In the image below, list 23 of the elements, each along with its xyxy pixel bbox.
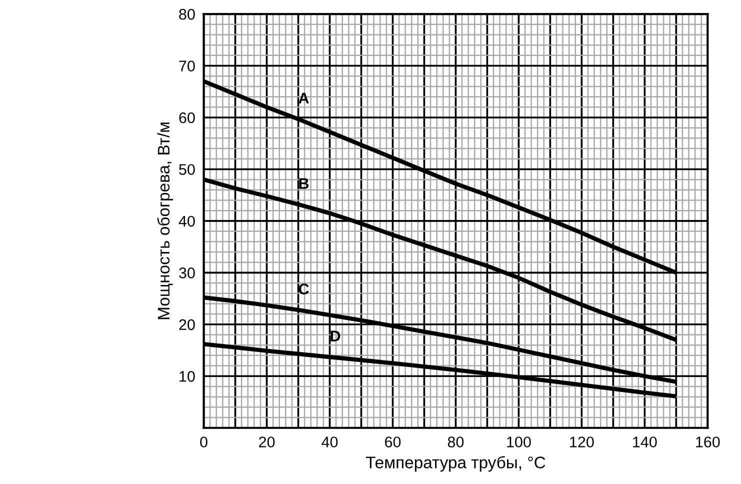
x-tick-label: 140	[633, 436, 657, 448]
series-label: B	[299, 178, 309, 189]
y-tick-label: 10	[180, 370, 195, 382]
y-tick-label: 40	[178, 216, 195, 227]
series-label: D	[330, 330, 340, 342]
y-tick-label: 70	[179, 60, 195, 72]
series-label: C	[298, 284, 309, 294]
x-tick-label: 60	[385, 436, 401, 448]
y-tick-label: 60	[179, 112, 195, 124]
y-axis-title: Мощность обогрева, Вт/м	[157, 122, 173, 320]
x-tick-label: 120	[570, 436, 594, 448]
x-tick-label: 80	[448, 436, 464, 448]
x-axis-title: Температура трубы, °C	[366, 456, 546, 472]
series-label: A	[298, 92, 309, 104]
x-tick-label: 160	[696, 436, 720, 448]
y-tick-label: 50	[179, 164, 195, 175]
y-tick-label: 30	[179, 268, 195, 278]
y-tick-label: 80	[179, 8, 195, 20]
x-tick-label: 0	[200, 436, 208, 448]
y-tick-label: 20	[179, 319, 195, 330]
x-tick-label: 40	[322, 436, 338, 448]
x-tick-label: 20	[259, 436, 275, 448]
x-tick-label: 100	[507, 436, 531, 448]
